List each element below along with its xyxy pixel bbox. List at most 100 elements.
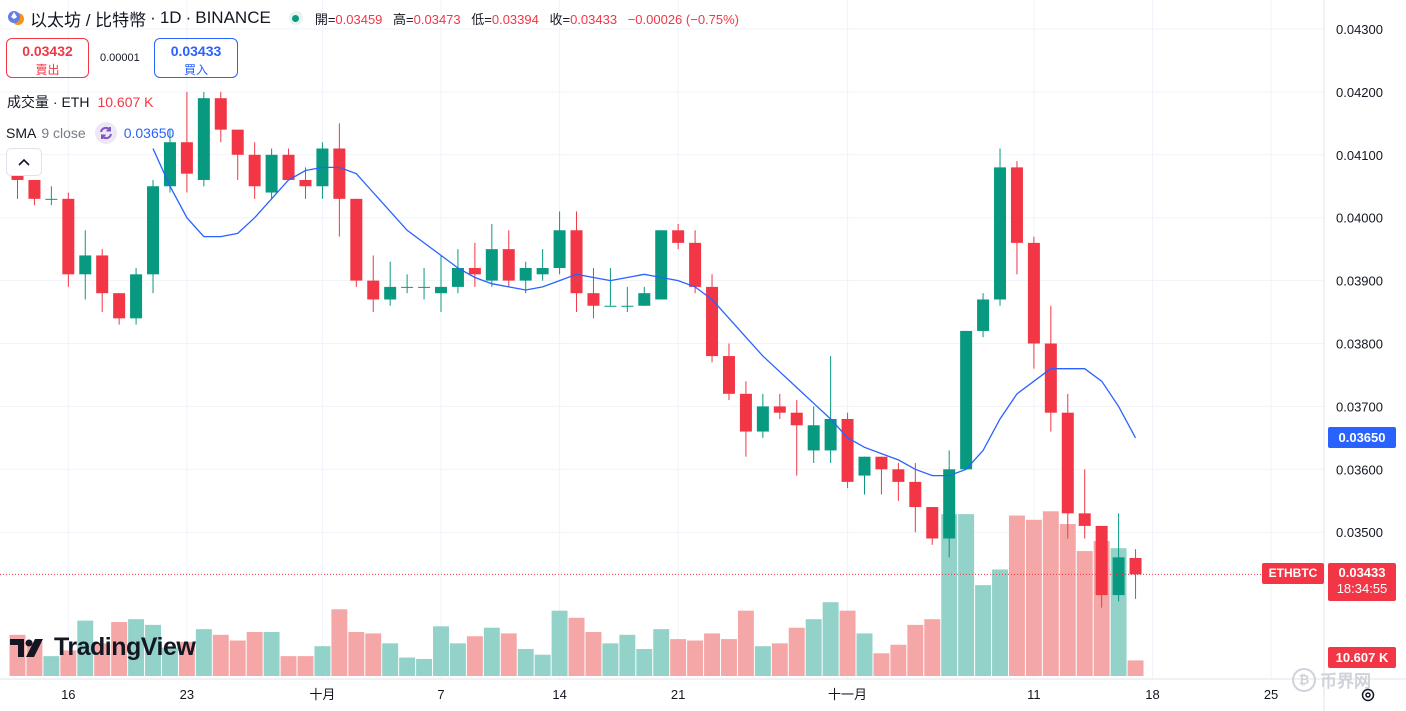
candle-body: [824, 418, 837, 451]
candle: [994, 148, 1007, 306]
candle: [282, 148, 295, 180]
candle: [909, 463, 922, 533]
symbol-name[interactable]: 以太坊 / 比特幣: [30, 10, 147, 30]
candle-body: [367, 280, 380, 300]
candle: [621, 286, 634, 313]
candle: [231, 129, 244, 180]
candle: [113, 293, 126, 325]
candle-body: [943, 469, 956, 539]
exchange[interactable]: BINANCE: [195, 8, 271, 27]
volume-bar: [517, 649, 534, 676]
volume-bar: [839, 610, 856, 676]
high-label: 高=: [393, 11, 414, 27]
candle: [1078, 469, 1091, 539]
candle: [333, 123, 346, 237]
volume-bar: [704, 633, 721, 676]
candle: [824, 356, 837, 464]
volume-bar: [822, 602, 839, 676]
candle-body: [756, 406, 769, 432]
gear-icon: [1361, 688, 1375, 702]
ohlc-values: 開=0.03459 高=0.03473 低=0.03394 收=0.03433 …: [315, 9, 746, 28]
candle-body: [62, 198, 75, 275]
time-axis[interactable]: 16 23 十月 7 14 21 十一月 11 18 25: [61, 687, 1278, 702]
candle-body: [1129, 557, 1142, 575]
volume-bar: [466, 636, 483, 676]
volume-bar: [941, 514, 958, 676]
volume-bar: [856, 633, 873, 676]
buy-button[interactable]: 0.03433 買入: [154, 38, 238, 78]
volume-bar: [382, 643, 399, 676]
volume-bar: [992, 569, 1008, 676]
candle: [28, 179, 41, 206]
candle-body: [722, 356, 735, 394]
tv-logo-icon: [10, 638, 43, 657]
volume-bar: [958, 514, 975, 676]
volume-bar: [585, 631, 602, 676]
symbol-legend[interactable]: 以太坊 / 比特幣 · 1D · BINANCE 開=0.03459 高=0.0…: [8, 6, 746, 30]
open-value: 0.03459: [335, 11, 383, 27]
time-tick-label: 21: [671, 687, 685, 702]
time-tick-label: 7: [437, 687, 444, 702]
collapse-legend-button[interactable]: [6, 148, 42, 176]
candle-body: [214, 98, 227, 130]
candle-body: [689, 242, 702, 287]
candle: [502, 230, 515, 287]
candle-body: [807, 425, 820, 451]
volume-bars: [9, 511, 1144, 676]
candle-body: [163, 142, 176, 187]
candle: [163, 129, 176, 193]
candle: [655, 230, 668, 300]
settings-button[interactable]: [1357, 684, 1379, 706]
volume-bar: [1042, 511, 1059, 676]
volume-bar: [1059, 524, 1076, 676]
watermark-text: 币界网: [1320, 672, 1371, 691]
candle: [1095, 525, 1108, 608]
candle-body: [739, 393, 752, 432]
candle: [773, 393, 786, 419]
close-label: 收=: [549, 11, 571, 27]
candle: [807, 406, 820, 464]
price-tick-label: 0.03900: [1336, 274, 1383, 289]
watermark: ₿ 币界网: [1292, 667, 1371, 692]
volume-bar: [77, 620, 94, 676]
candle: [1129, 549, 1142, 599]
sell-label: 賣出: [35, 63, 60, 77]
candles: [11, 91, 1142, 608]
tradingview-logo[interactable]: TradingView: [8, 633, 196, 662]
candle-body: [790, 412, 803, 426]
volume-legend[interactable]: 成交量 · ETH 10.607 K: [7, 92, 154, 112]
volume-bar: [890, 644, 907, 676]
volume-bar: [737, 610, 754, 676]
candle: [587, 268, 600, 319]
buy-label: 買入: [183, 63, 208, 77]
volume-bar: [1008, 515, 1025, 676]
sma-legend[interactable]: SMA 9 close 0.03650: [6, 121, 174, 145]
volume-bar: [178, 641, 195, 676]
candle: [367, 255, 380, 313]
candle-body: [401, 286, 414, 288]
interval[interactable]: 1D: [159, 8, 182, 27]
volume-bar: [128, 619, 145, 676]
time-tick-label: 23: [180, 687, 194, 702]
candle-body: [418, 286, 431, 288]
candle: [638, 286, 651, 306]
candle-body: [28, 179, 41, 199]
candle: [739, 381, 752, 457]
candle: [519, 261, 532, 294]
candle-body: [655, 230, 668, 300]
candle-body: [587, 293, 600, 306]
price-tick-label: 0.04200: [1336, 85, 1383, 100]
candle-body: [197, 98, 210, 180]
sell-button[interactable]: 0.03432 賣出: [6, 38, 89, 78]
candle-body: [909, 481, 922, 508]
price-axis[interactable]: 0.04300 0.04200 0.04100 0.04000 0.03900 0.038…: [1336, 22, 1383, 540]
candle: [790, 400, 803, 476]
volume-bar: [365, 633, 382, 676]
candle-body: [180, 142, 193, 174]
volume-bar: [263, 631, 280, 676]
candle: [418, 268, 431, 300]
volume-bar: [975, 585, 992, 676]
coin-icon: ₿: [1292, 667, 1316, 692]
buy-price: 0.03433: [170, 43, 222, 59]
